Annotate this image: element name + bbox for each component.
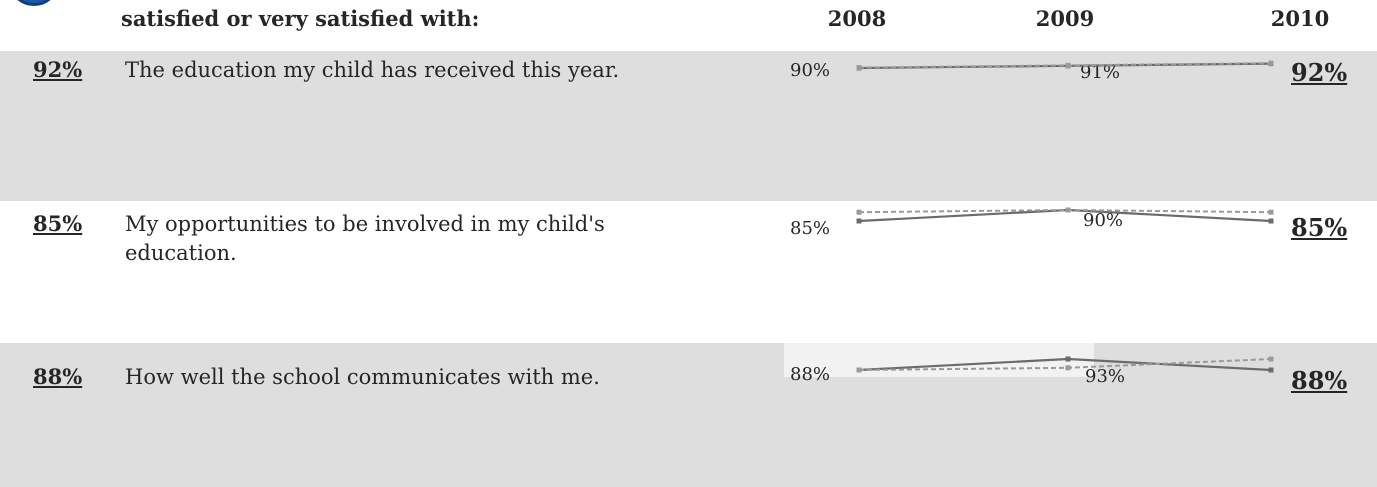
row-1-dashed-point-2010 <box>1268 60 1274 66</box>
row-2-value-2008: 85% <box>790 218 831 239</box>
row-3-dashed-point-2008 <box>856 367 862 373</box>
row-band-3 <box>0 343 1377 487</box>
row-band-1 <box>0 51 1377 201</box>
row-3-series-dashed-line <box>858 358 1272 371</box>
row-2-solid-point-2008 <box>856 218 862 224</box>
row-3-value-2009: 93% <box>1085 366 1126 387</box>
row-3-series-solid-line <box>858 357 1272 372</box>
row-3-solid-point-2009 <box>1065 356 1071 362</box>
row-divider <box>0 201 1377 207</box>
row-2-label: My opportunities to be involved in my ch… <box>125 212 605 265</box>
row-1-value-2010: 92% <box>1291 58 1348 87</box>
row-1-label: The education my child has received this… <box>125 58 620 82</box>
row-2-series-solid-line <box>858 208 1272 223</box>
row-2-current-percent: 85% <box>33 211 83 236</box>
row-3-label: How well the school communicates with me… <box>125 365 600 389</box>
row-3-dashed-point-2009 <box>1065 365 1071 371</box>
row-3-dashed-point-2010 <box>1268 356 1274 362</box>
row-1-dashed-point-2009 <box>1065 62 1071 68</box>
year-header-2009: 2009 <box>1035 6 1095 31</box>
question-heading: satisfied or very satisfied with: <box>121 6 480 31</box>
row-3-value-2008: 88% <box>790 364 831 385</box>
row-2-solid-point-2010 <box>1268 218 1274 224</box>
row-3-solid-point-2010 <box>1268 367 1274 373</box>
row-1-dashed-point-2008 <box>856 65 862 71</box>
row-2-dashed-point-2008 <box>856 209 862 215</box>
row-band-2 <box>0 207 1377 343</box>
row-3-value-2010: 88% <box>1291 366 1348 395</box>
year-header-2008: 2008 <box>827 6 887 31</box>
row-2-dashed-point-2009 <box>1065 207 1071 213</box>
row-2-value-2010: 85% <box>1291 213 1348 242</box>
row-2-dashed-point-2010 <box>1268 209 1274 215</box>
row-2-value-2009: 90% <box>1083 210 1124 231</box>
row-1-series-solid-line <box>858 62 1272 70</box>
year-header-2010: 2010 <box>1270 6 1330 31</box>
row-1-current-percent: 92% <box>33 57 83 82</box>
row-1-value-2008: 90% <box>790 60 831 81</box>
row-1-value-2009: 91% <box>1080 62 1121 83</box>
row-3-current-percent: 88% <box>33 364 83 389</box>
